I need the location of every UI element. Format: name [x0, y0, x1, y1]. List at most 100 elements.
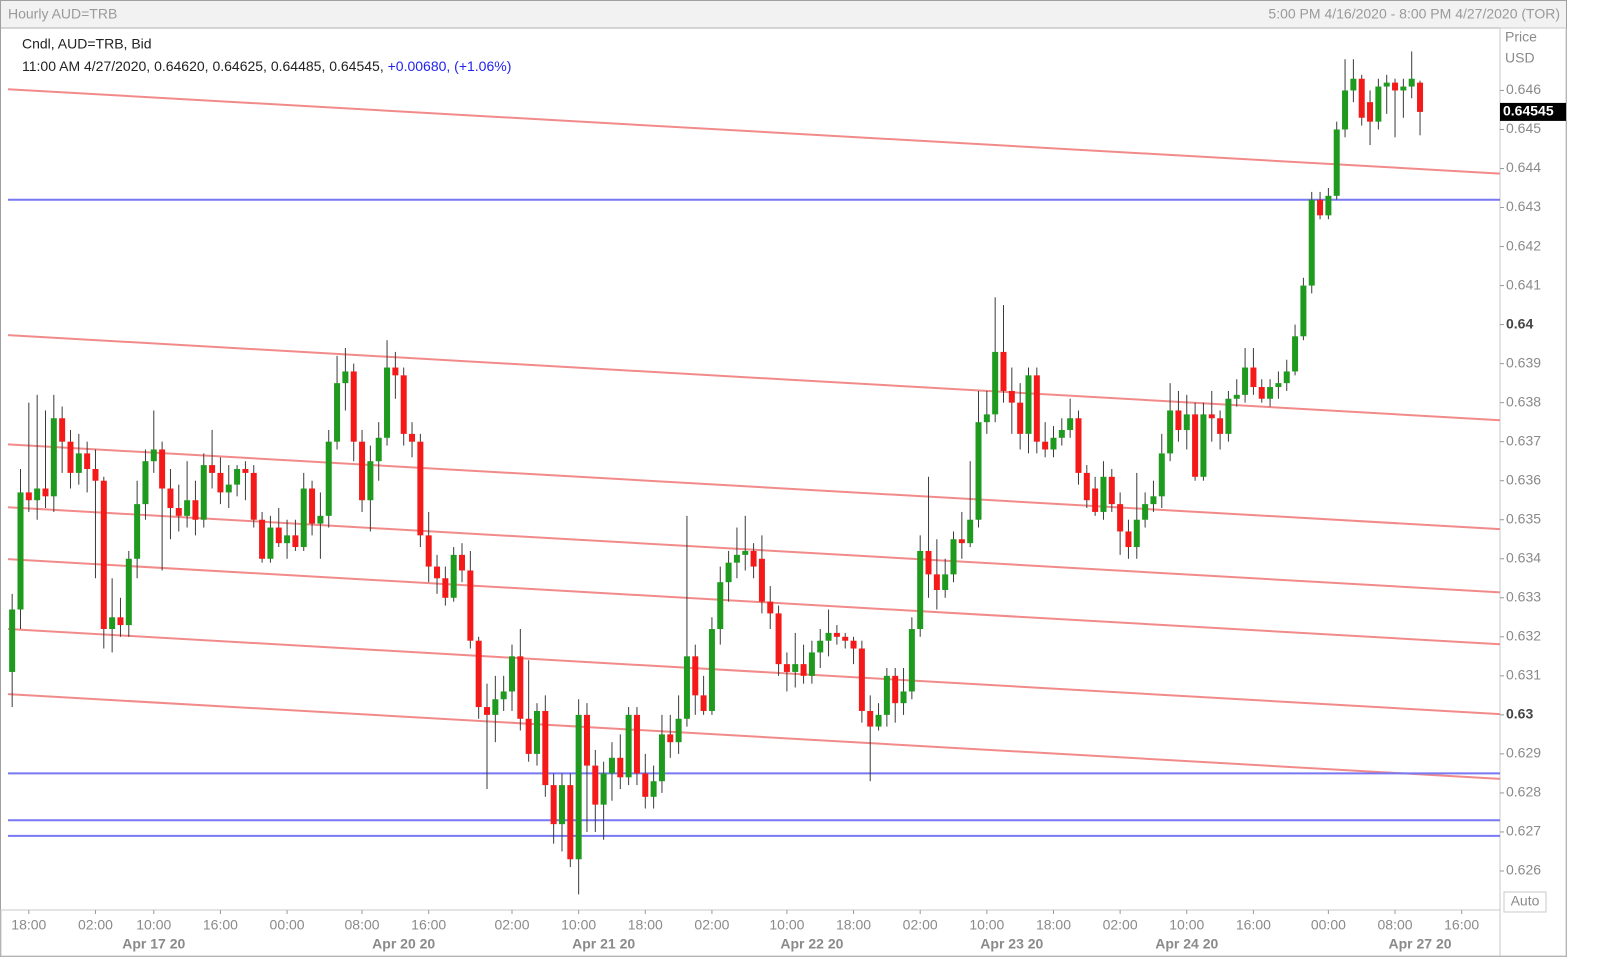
candle-body: [242, 469, 249, 473]
candle-body: [1317, 199, 1324, 216]
x-tick-label: 16:00: [1236, 917, 1271, 933]
candle-body: [175, 508, 182, 516]
candle-body: [692, 656, 699, 696]
candle-body: [100, 480, 107, 630]
candle-body: [1200, 414, 1207, 477]
auto-button[interactable]: [1503, 891, 1547, 913]
candle-body: [683, 656, 690, 719]
candle-body: [1167, 410, 1174, 454]
candle-body: [342, 371, 349, 384]
candle-body: [558, 785, 565, 825]
legend-values: 11:00 AM 4/27/2020, 0.64620, 0.64625, 0.…: [22, 58, 511, 74]
y-tick-label: 0.64: [1506, 315, 1533, 331]
trend-line: [7, 628, 1501, 716]
candle-body: [733, 554, 740, 563]
candle-body: [192, 500, 199, 520]
day-label: Apr 20 20: [372, 936, 435, 952]
candle-body: [1158, 453, 1165, 497]
x-tick-label: 18:00: [628, 917, 663, 933]
candle-body: [1367, 102, 1374, 122]
candle-body: [717, 582, 724, 630]
candle-body: [234, 469, 241, 485]
candle-body: [250, 472, 257, 520]
candle-body: [958, 539, 965, 544]
candle-body: [525, 718, 532, 754]
candle-body: [334, 383, 341, 442]
candle-body: [384, 367, 391, 438]
candle-body: [600, 773, 607, 805]
candle-body: [608, 757, 615, 774]
candle-body: [1108, 476, 1115, 505]
y-tick-label: 0.632: [1506, 628, 1541, 644]
candle-body: [942, 574, 949, 590]
candle-body: [484, 707, 491, 715]
chart-title: Hourly AUD=TRB: [8, 6, 117, 22]
day-label: Apr 22 20: [780, 936, 843, 952]
candle-body: [500, 691, 507, 700]
candle-body: [625, 714, 632, 778]
candle-body: [883, 675, 890, 715]
x-tick-label: 16:00: [1444, 917, 1479, 933]
candle-body: [1133, 519, 1140, 548]
candle-body: [92, 469, 99, 481]
candle-body: [950, 539, 957, 575]
candle-body: [184, 500, 191, 516]
candle-body: [9, 609, 16, 672]
candle-body: [550, 785, 557, 825]
candle-body: [25, 492, 32, 501]
candle-body: [967, 519, 974, 544]
x-tick-label: 02:00: [694, 917, 729, 933]
candle-body: [259, 519, 266, 559]
candle-body: [1342, 90, 1349, 130]
x-tick-label: 10:00: [561, 917, 596, 933]
candle-body: [1092, 488, 1099, 512]
candle-body: [1000, 351, 1007, 391]
candle-body: [75, 453, 82, 473]
candle-body: [1067, 418, 1074, 430]
candle-body: [317, 515, 324, 524]
candle-body: [567, 785, 574, 860]
auto-button-label[interactable]: Auto: [1511, 893, 1540, 909]
y-tick-label: 0.634: [1506, 549, 1541, 565]
y-tick-label: 0.633: [1506, 588, 1541, 604]
candle-body: [417, 441, 424, 536]
candle-body: [742, 550, 749, 555]
candle-body: [842, 636, 849, 641]
candle-body: [1292, 336, 1299, 372]
y-tick-label: 0.636: [1506, 471, 1541, 487]
candle-body: [1258, 387, 1265, 399]
candle-body: [933, 574, 940, 590]
candle-body: [350, 371, 357, 442]
candle-body: [1275, 383, 1282, 388]
candle-body: [867, 710, 874, 727]
candle-body: [708, 629, 715, 711]
candle-body: [658, 734, 665, 782]
candle-body: [159, 449, 166, 489]
last-price-box: [1500, 102, 1566, 121]
x-tick-label: 08:00: [345, 917, 380, 933]
x-tick-label: 16:00: [411, 917, 446, 933]
candle-body: [1333, 129, 1340, 196]
y-tick-label: 0.646: [1506, 81, 1541, 97]
candle-body: [1042, 441, 1049, 450]
y-tick-label: 0.645: [1506, 120, 1541, 136]
candle-body: [767, 601, 774, 614]
date-range: 5:00 PM 4/16/2020 - 8:00 PM 4/27/2020 (T…: [1268, 6, 1560, 22]
candle-body: [1358, 78, 1365, 118]
candle-body: [392, 367, 399, 376]
candle-body: [442, 578, 449, 598]
frame: [0, 0, 1567, 957]
candle-body: [1125, 531, 1132, 548]
candle-body: [217, 472, 224, 493]
candle-body: [425, 535, 432, 567]
candle-body: [808, 652, 815, 676]
day-label: Apr 27 20: [1389, 936, 1452, 952]
candle-body: [650, 781, 657, 797]
candle-body: [1058, 429, 1065, 438]
last-price-label: 0.64545: [1503, 103, 1554, 119]
candle-body: [908, 629, 915, 692]
trend-line: [7, 88, 1501, 175]
candle-body: [1175, 410, 1182, 430]
candle-body: [975, 422, 982, 520]
